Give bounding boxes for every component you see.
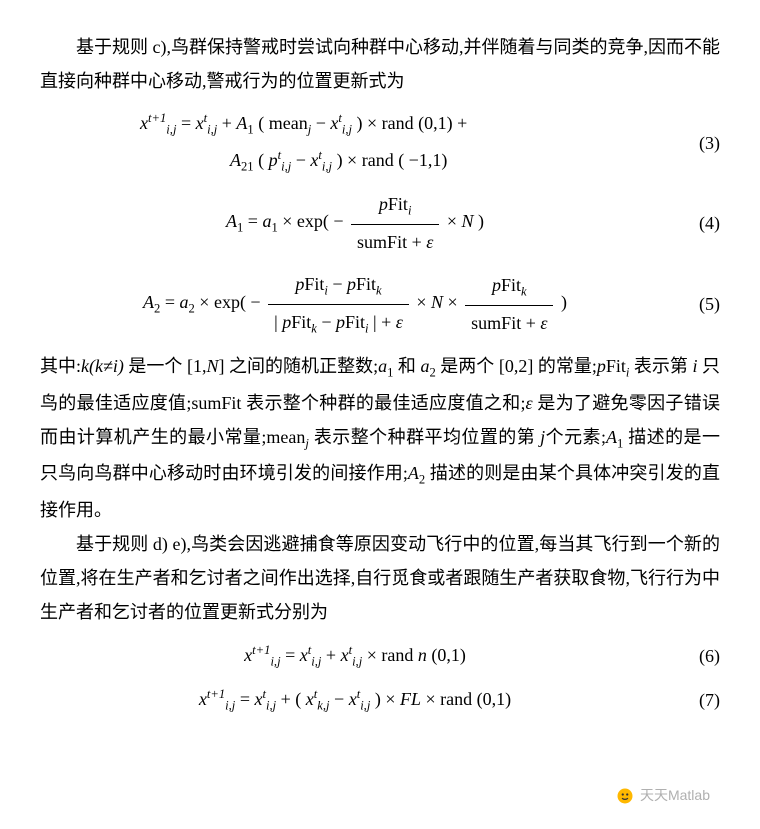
equation-4: A1 = a1 × exp( − pFitisumFit + ε × N ) (…: [40, 187, 720, 259]
equation-3: xt+1i,j = xti,j + A1 ( meanj − xti,j ) ×…: [40, 106, 720, 179]
equation-3-number: (3): [670, 126, 720, 160]
equation-5: A2 = a2 × exp( − pFiti − pFitk| pFitk − …: [40, 267, 720, 341]
text: 基于规则 c),鸟群保持警戒时尝试向种群中心移动,并伴: [76, 37, 500, 57]
equation-5-body: A2 = a2 × exp( − pFiti − pFitk| pFitk − …: [40, 267, 670, 341]
paragraph-definitions: 其中:k(k≠i) 是一个 [1,N] 之间的随机正整数;a1 和 a2 是两个…: [40, 349, 720, 527]
equation-4-body: A1 = a1 × exp( − pFitisumFit + ε × N ): [40, 187, 670, 259]
equation-7: xt+1i,j = xti,j + ( xtk,j − xti,j ) × FL…: [40, 682, 720, 719]
watermark: 天天Matlab: [616, 782, 710, 809]
equation-6-number: (6): [670, 639, 720, 673]
equation-3-body: xt+1i,j = xti,j + A1 ( meanj − xti,j ) ×…: [40, 106, 670, 179]
paragraph-rule-de-intro: 基于规则 d) e),鸟类会因逃避捕食等原因变动飞行中的位置,每当其飞行到一个新…: [40, 527, 720, 630]
equation-6: xt+1i,j = xti,j + xti,j × rand n (0,1) (…: [40, 638, 720, 675]
equation-4-number: (4): [670, 206, 720, 240]
text: 的位置更新式为: [279, 71, 405, 91]
paragraph-rule-c-intro: 基于规则 c),鸟群保持警戒时尝试向种群中心移动,并伴随着与同类的竞争,因而不能…: [40, 30, 720, 98]
equation-7-body: xt+1i,j = xti,j + ( xtk,j − xti,j ) × FL…: [40, 682, 670, 719]
watermark-text: 天天Matlab: [640, 782, 710, 809]
equation-7-number: (7): [670, 683, 720, 717]
watermark-icon: [616, 787, 634, 805]
equation-5-number: (5): [670, 287, 720, 321]
equation-6-body: xt+1i,j = xti,j + xti,j × rand n (0,1): [40, 638, 670, 675]
